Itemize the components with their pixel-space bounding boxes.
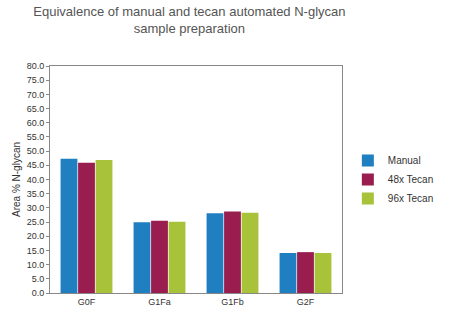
svg-text:55.0: 55.0: [27, 132, 45, 142]
svg-text:10.0: 10.0: [27, 260, 45, 270]
svg-text:15.0: 15.0: [27, 246, 45, 256]
svg-text:Equivalence of manual and teca: Equivalence of manual and tecan automate…: [33, 4, 345, 36]
svg-text:60.0: 60.0: [27, 118, 45, 128]
svg-text:5.0: 5.0: [32, 274, 45, 284]
svg-text:65.0: 65.0: [27, 104, 45, 114]
svg-text:G0F: G0F: [78, 297, 96, 307]
svg-text:20.0: 20.0: [27, 231, 45, 241]
svg-text:80.0: 80.0: [27, 61, 45, 71]
svg-text:G1Fa: G1Fa: [148, 297, 171, 307]
svg-text:30.0: 30.0: [27, 203, 45, 213]
svg-text:G1Fb: G1Fb: [221, 297, 244, 307]
svg-text:75.0: 75.0: [27, 75, 45, 85]
svg-text:Manual: Manual: [388, 155, 421, 166]
svg-text:45.0: 45.0: [27, 160, 45, 170]
svg-text:G2F: G2F: [297, 297, 315, 307]
svg-text:40.0: 40.0: [27, 175, 45, 185]
svg-text:35.0: 35.0: [27, 189, 45, 199]
svg-text:25.0: 25.0: [27, 217, 45, 227]
svg-text:Area % N-glycan: Area % N-glycan: [11, 142, 22, 217]
svg-text:50.0: 50.0: [27, 146, 45, 156]
svg-text:0.0: 0.0: [32, 288, 45, 298]
svg-text:70.0: 70.0: [27, 90, 45, 100]
svg-text:48x Tecan: 48x Tecan: [388, 174, 433, 185]
svg-text:96x Tecan: 96x Tecan: [388, 193, 433, 204]
